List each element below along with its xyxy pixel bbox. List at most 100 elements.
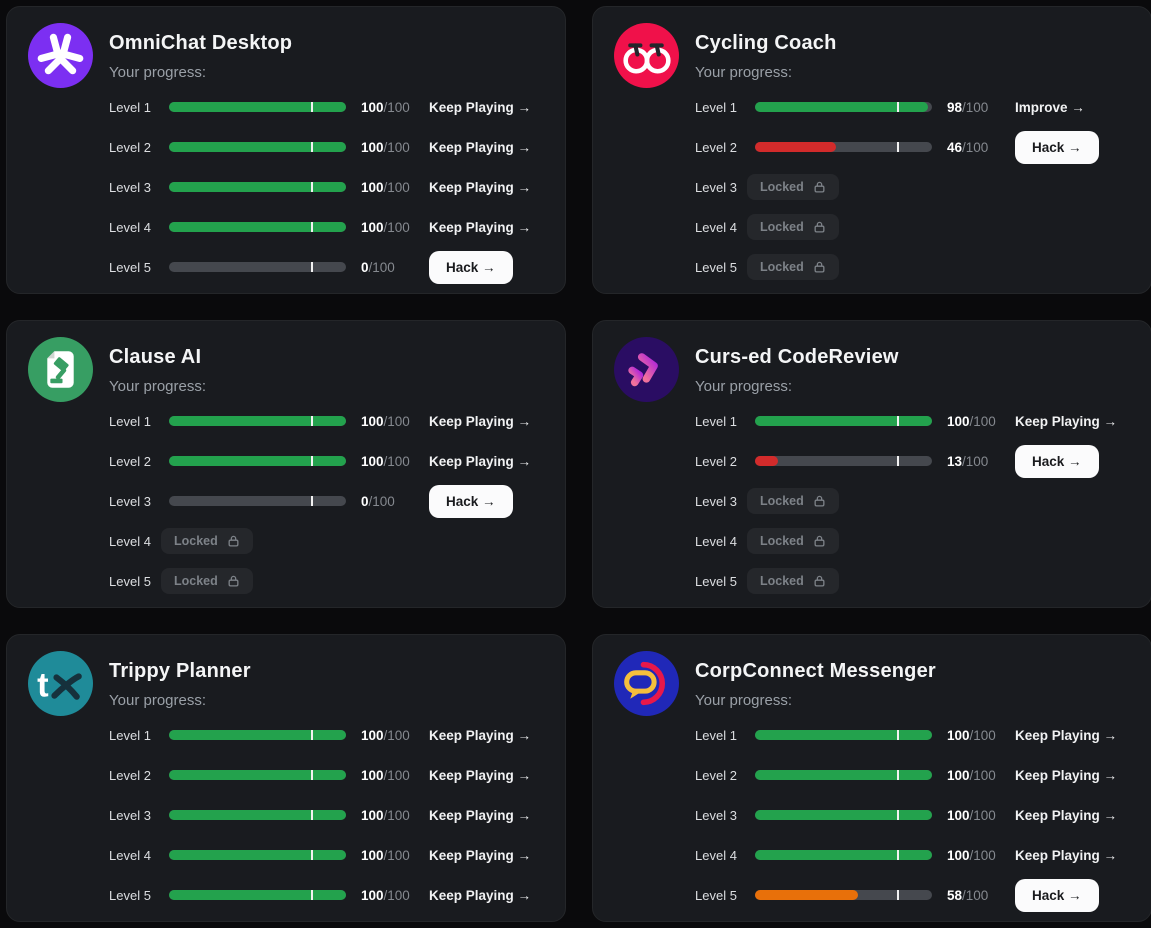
progress-label: Your progress:	[109, 64, 207, 81]
level-action: Keep Playing →	[1015, 768, 1135, 783]
lock-icon	[813, 494, 826, 508]
level-rows: Level 1 100/100 Keep Playing → Level 2 1…	[109, 87, 549, 287]
level-row: Level 4 100/100 Keep Playing →	[109, 835, 549, 875]
improve-link[interactable]: Improve →	[1015, 99, 1085, 115]
progress-bar-fill	[169, 850, 346, 860]
progress-bar-fill	[755, 770, 932, 780]
level-action: Hack →	[429, 250, 549, 284]
locked-label: Locked	[174, 534, 218, 548]
keep-playing-link[interactable]: Keep Playing →	[429, 847, 532, 863]
locked-label: Locked	[760, 180, 804, 194]
locked-badge: Locked	[161, 528, 253, 554]
level-label: Level 4	[695, 533, 737, 549]
card-content: CorpConnect Messenger Your progress: Lev…	[695, 635, 1151, 915]
level-label: Level 2	[109, 453, 151, 469]
level-score: 100/100	[361, 887, 410, 903]
level-action: Keep Playing →	[429, 888, 549, 903]
keep-playing-link[interactable]: Keep Playing →	[1015, 727, 1118, 743]
level-score: 0/100	[361, 493, 395, 509]
level-score: 98/100	[947, 99, 989, 115]
level-action: Keep Playing →	[1015, 414, 1135, 429]
level-score: 100/100	[361, 727, 410, 743]
keep-playing-link[interactable]: Keep Playing →	[429, 767, 532, 783]
level-label: Level 3	[695, 807, 737, 823]
app-card: OmniChat Desktop Your progress: Level 1 …	[6, 6, 566, 294]
level-score: 100/100	[361, 139, 410, 155]
progress-threshold-tick	[310, 142, 313, 152]
level-label: Level 4	[695, 847, 737, 863]
level-action: Keep Playing →	[429, 728, 549, 743]
double-chevron-icon	[614, 337, 679, 402]
progress-threshold-tick	[310, 810, 313, 820]
level-action: Keep Playing →	[429, 848, 549, 863]
lock-icon	[227, 574, 240, 588]
bicycle-icon	[614, 23, 679, 88]
keep-playing-link[interactable]: Keep Playing →	[1015, 847, 1118, 863]
progress-bar	[169, 810, 346, 820]
level-label: Level 4	[109, 219, 151, 235]
keep-playing-link[interactable]: Keep Playing →	[1015, 767, 1118, 783]
level-action: Hack →	[1015, 878, 1135, 912]
hack-button[interactable]: Hack →	[1015, 130, 1099, 164]
level-action: Keep Playing →	[429, 768, 549, 783]
level-label: Level 1	[109, 99, 151, 115]
progress-bar	[169, 142, 346, 152]
progress-threshold-tick	[310, 770, 313, 780]
level-score: 100/100	[361, 767, 410, 783]
progress-label: Your progress:	[695, 692, 793, 709]
keep-playing-link[interactable]: Keep Playing →	[429, 453, 532, 469]
app-card: Clause AI Your progress: Level 1 100/100…	[6, 320, 566, 608]
app-title: OmniChat Desktop	[109, 32, 293, 54]
progress-bar-fill	[755, 142, 837, 152]
progress-threshold-tick	[896, 890, 899, 900]
progress-threshold-tick	[310, 102, 313, 112]
lock-icon	[813, 574, 826, 588]
level-label: Level 5	[695, 573, 737, 589]
progress-threshold-tick	[310, 890, 313, 900]
level-row: Level 2 13/100 Hack →	[695, 441, 1135, 481]
locked-label: Locked	[760, 494, 804, 508]
locked-badge: Locked	[747, 214, 839, 240]
app-card: t Trippy Planner Your progress: Level 1 …	[6, 634, 566, 922]
lock-icon	[813, 220, 826, 234]
level-row: Level 2 100/100 Keep Playing →	[109, 755, 549, 795]
level-label: Level 3	[695, 179, 737, 195]
progress-bar	[755, 142, 932, 152]
progress-bar-fill	[169, 416, 346, 426]
progress-threshold-tick	[310, 456, 313, 466]
keep-playing-link[interactable]: Keep Playing →	[1015, 807, 1118, 823]
level-label: Level 2	[695, 139, 737, 155]
hack-button[interactable]: Hack →	[429, 484, 513, 518]
app-title: Curs-ed CodeReview	[695, 346, 899, 368]
progress-threshold-tick	[896, 850, 899, 860]
progress-threshold-tick	[310, 496, 313, 506]
keep-playing-link[interactable]: Keep Playing →	[429, 219, 532, 235]
keep-playing-link[interactable]: Keep Playing →	[429, 727, 532, 743]
progress-bar-fill	[169, 810, 346, 820]
hack-button[interactable]: Hack →	[429, 250, 513, 284]
progress-bar	[755, 730, 932, 740]
keep-playing-link[interactable]: Keep Playing →	[429, 807, 532, 823]
level-label: Level 5	[109, 259, 151, 275]
progress-bar	[169, 102, 346, 112]
app-title: CorpConnect Messenger	[695, 660, 936, 682]
locked-label: Locked	[760, 220, 804, 234]
hack-button[interactable]: Hack →	[1015, 878, 1099, 912]
level-row: Level 4 Locked	[695, 521, 1135, 561]
keep-playing-link[interactable]: Keep Playing →	[1015, 413, 1118, 429]
level-label: Level 3	[109, 807, 151, 823]
keep-playing-link[interactable]: Keep Playing →	[429, 179, 532, 195]
progress-threshold-tick	[896, 730, 899, 740]
level-row: Level 3 100/100 Keep Playing →	[695, 795, 1135, 835]
level-action: Improve →	[1015, 100, 1135, 115]
level-row: Level 3 100/100 Keep Playing →	[109, 795, 549, 835]
keep-playing-link[interactable]: Keep Playing →	[429, 413, 532, 429]
progress-bar-fill	[169, 222, 346, 232]
progress-bar	[755, 416, 932, 426]
hack-button[interactable]: Hack →	[1015, 444, 1099, 478]
keep-playing-link[interactable]: Keep Playing →	[429, 99, 532, 115]
level-action: Keep Playing →	[429, 414, 549, 429]
keep-playing-link[interactable]: Keep Playing →	[429, 139, 532, 155]
progress-bar	[755, 850, 932, 860]
keep-playing-link[interactable]: Keep Playing →	[429, 887, 532, 903]
